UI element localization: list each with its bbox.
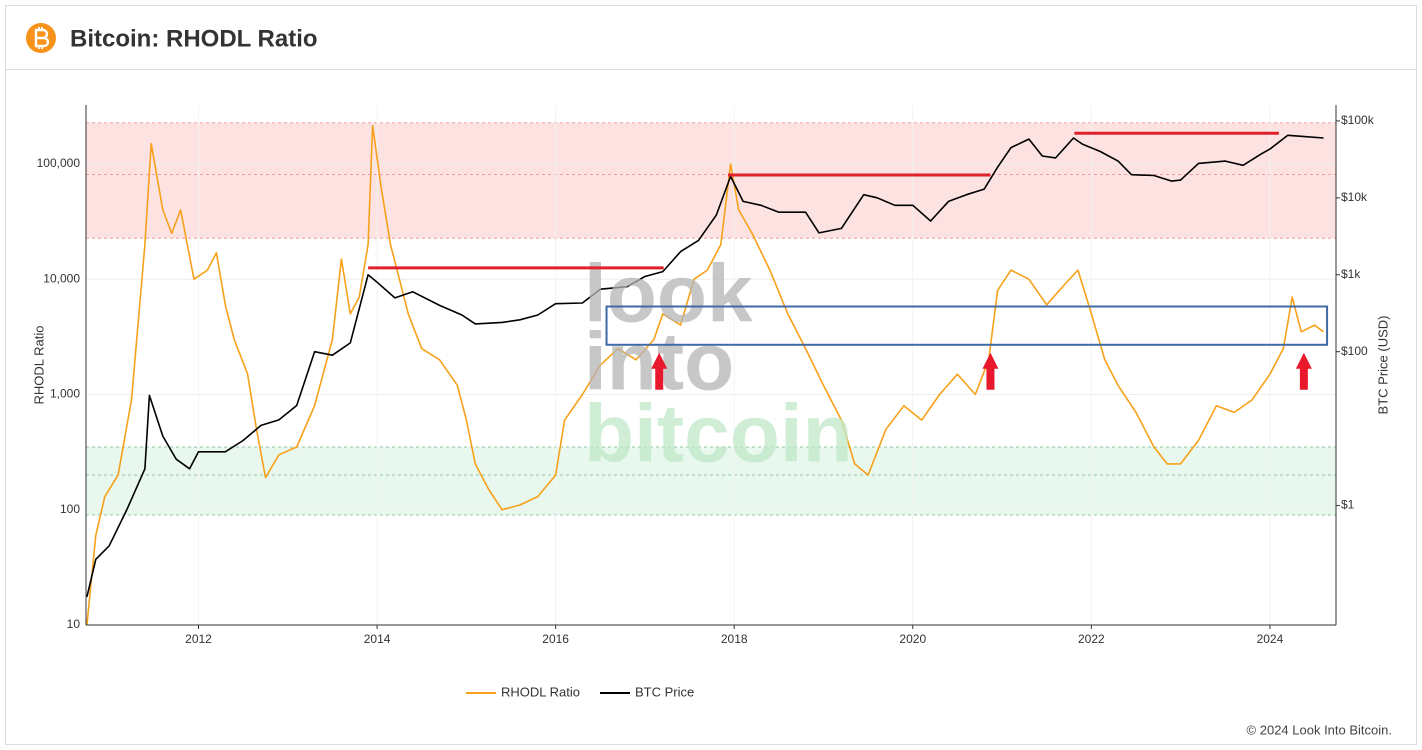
series-line (86, 124, 1324, 626)
y-axis-label: RHODL Ratio (31, 326, 46, 405)
band (86, 122, 1336, 239)
band (86, 447, 1336, 516)
x-tick-label: 2018 (721, 632, 748, 646)
legend-label: RHODL Ratio (501, 684, 580, 699)
y-tick-label: 100,000 (37, 156, 81, 170)
x-tick-label: 2020 (899, 632, 926, 646)
y2-tick-label: $10k (1341, 190, 1368, 204)
y-tick-label: 10,000 (43, 271, 80, 285)
x-tick-label: 2014 (364, 632, 391, 646)
legend-label: BTC Price (635, 684, 694, 699)
y2-tick-label: $1 (1341, 498, 1355, 512)
x-tick-label: 2024 (1257, 632, 1284, 646)
x-tick-label: 2012 (185, 632, 212, 646)
arrow (651, 352, 668, 390)
footer: © 2024 Look Into Bitcoin. (1247, 722, 1392, 737)
page-title: Bitcoin: RHODL Ratio (70, 25, 318, 52)
x-tick-label: 2016 (542, 632, 569, 646)
y2-tick-label: $100 (1341, 344, 1368, 358)
series-line (86, 134, 1324, 598)
y2-tick-label: $1k (1341, 267, 1361, 281)
watermark: look (584, 249, 753, 340)
highlight-box (605, 305, 1329, 346)
y-tick-label: 10 (67, 617, 81, 631)
y-tick-label: 1,000 (50, 387, 80, 401)
arrow (1295, 352, 1312, 390)
arrow (982, 352, 999, 390)
y2-tick-label: $100k (1341, 113, 1375, 127)
watermark: bitcoin (584, 389, 853, 480)
y2-axis-label: BTC Price (USD) (1375, 316, 1390, 415)
bitcoin-icon (26, 23, 56, 53)
y-tick-label: 100 (60, 502, 80, 516)
x-tick-label: 2022 (1078, 632, 1105, 646)
